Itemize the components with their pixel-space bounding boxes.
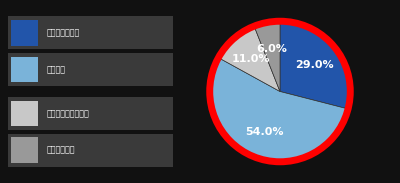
FancyBboxPatch shape <box>8 16 173 49</box>
Wedge shape <box>254 21 280 92</box>
FancyBboxPatch shape <box>11 101 38 126</box>
FancyBboxPatch shape <box>11 20 38 46</box>
Text: そう思う: そう思う <box>47 65 66 74</box>
Text: とてもそう思う: とてもそう思う <box>47 28 80 38</box>
FancyBboxPatch shape <box>11 137 38 163</box>
Text: あまりそう思わない: あまりそう思わない <box>47 109 89 118</box>
Text: 11.0%: 11.0% <box>232 54 270 64</box>
FancyBboxPatch shape <box>11 57 38 82</box>
Text: そう思わない: そう思わない <box>47 145 75 155</box>
FancyBboxPatch shape <box>8 97 173 130</box>
Wedge shape <box>280 21 350 109</box>
Text: 54.0%: 54.0% <box>245 127 283 137</box>
Text: 29.0%: 29.0% <box>295 60 334 70</box>
Wedge shape <box>210 58 348 162</box>
FancyBboxPatch shape <box>8 53 173 86</box>
Wedge shape <box>218 26 280 92</box>
FancyBboxPatch shape <box>8 134 173 167</box>
Text: 6.0%: 6.0% <box>256 44 287 54</box>
